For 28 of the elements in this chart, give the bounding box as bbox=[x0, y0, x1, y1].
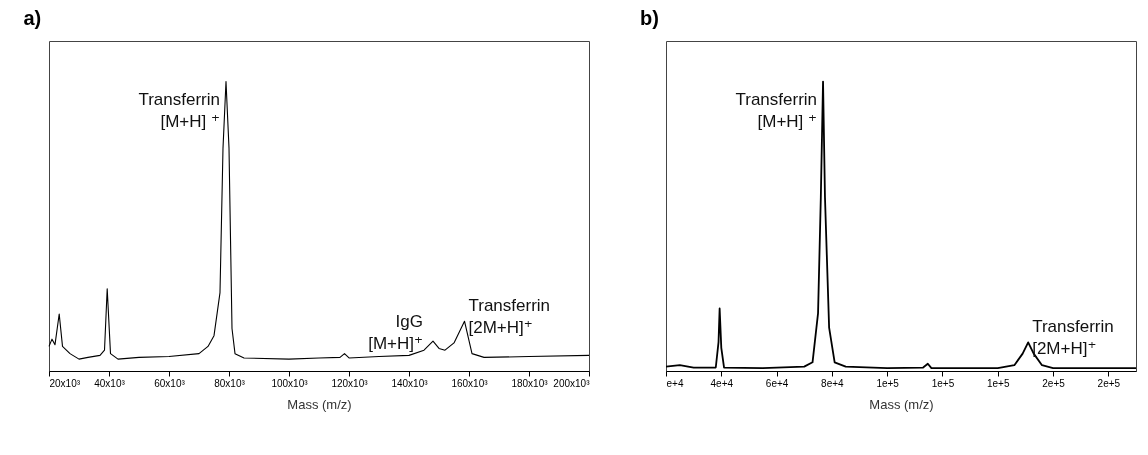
annotation: IgG [M+H]⁺ bbox=[368, 312, 423, 354]
x-tick-label: 2e+5 bbox=[1042, 377, 1066, 389]
chart-title: a) bbox=[23, 7, 42, 29]
x-axis-title: Mass (m/z) bbox=[287, 396, 352, 412]
x-tick-label: 40x10³ bbox=[94, 377, 126, 389]
x-tick-label: 1e+5 bbox=[987, 377, 1010, 389]
chart-title: b) bbox=[640, 7, 659, 29]
x-tick-label: 100x10³ bbox=[271, 377, 309, 389]
x-tick-label: 60x10³ bbox=[154, 377, 186, 389]
x-tick-label: 4e+4 bbox=[710, 377, 734, 389]
x-tick-label: e+4 bbox=[666, 377, 684, 389]
x-tick-label: 2e+5 bbox=[1097, 377, 1121, 389]
x-tick-label: 200x10³ bbox=[553, 377, 591, 389]
x-tick-label: 120x10³ bbox=[331, 377, 369, 389]
annotation: Transferrin [M+H] ⁺ bbox=[735, 89, 818, 131]
x-tick-label: 20x10³ bbox=[49, 377, 81, 389]
annotation: Transferrin [M+H] ⁺ bbox=[138, 89, 220, 131]
x-tick-label: 1e+5 bbox=[931, 377, 955, 389]
x-tick-label: 8e+4 bbox=[821, 377, 845, 389]
x-tick-label: 160x10³ bbox=[451, 377, 489, 389]
annotation: Transferrin [2M+H]⁺ bbox=[1032, 317, 1114, 359]
x-tick-label: 6e+4 bbox=[765, 377, 789, 389]
x-tick-label: 80x10³ bbox=[214, 377, 246, 389]
x-axis-title: Mass (m/z) bbox=[869, 396, 934, 412]
x-tick-label: 180x10³ bbox=[511, 377, 549, 389]
x-tick-label: 140x10³ bbox=[391, 377, 429, 389]
x-tick-label: 1e+5 bbox=[876, 377, 900, 389]
annotation: Transferrin [2M+H]⁺ bbox=[468, 296, 551, 338]
